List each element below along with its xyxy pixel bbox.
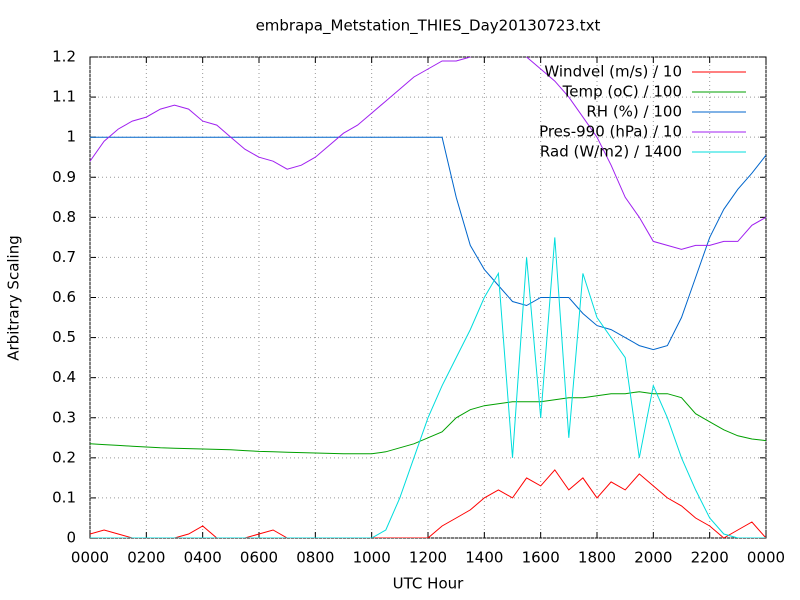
x-tick-label: 1600 [522,549,560,567]
y-tick-label: 1.1 [52,88,76,106]
x-tick-label: 0200 [127,549,165,567]
data-line [90,237,766,538]
x-tick-label: 1400 [465,549,503,567]
x-tick-label: 2200 [691,549,729,567]
legend-label: Rad (W/m2) / 1400 [540,143,682,161]
y-tick-label: 0.3 [52,408,76,426]
y-tick-label: 0.7 [52,248,76,266]
data-line [90,391,766,455]
x-tick-label: 2000 [634,549,672,567]
legend-label: Pres-990 (hPa) / 10 [539,123,682,141]
y-tick-label: 0.5 [52,328,76,346]
legend-label: Temp (oC) / 100 [562,83,682,101]
x-tick-label: 0000 [747,549,785,567]
y-tick-label: 0.2 [52,448,76,466]
y-tick-label: 0 [66,529,76,547]
x-tick-label: 1200 [409,549,447,567]
legend-label: Windvel (m/s) / 10 [544,63,682,81]
x-tick-label: 0800 [296,549,334,567]
data-line [90,469,766,538]
y-tick-label: 0.1 [52,488,76,506]
y-tick-label: 1.2 [52,48,76,66]
y-axis-label: Arbitrary Scaling [5,235,23,361]
x-tick-label: 1800 [578,549,616,567]
data-line [90,136,766,351]
y-tick-label: 0.8 [52,208,76,226]
x-tick-label: 0600 [240,549,278,567]
plot-lines [90,57,766,538]
y-tick-label: 0.6 [52,288,76,306]
data-line [90,57,766,250]
y-tick-label: 0.9 [52,168,76,186]
y-tick-label: 1 [66,128,76,146]
legend-label: RH (%) / 100 [586,103,682,121]
x-tick-label: 0400 [184,549,222,567]
chart-title: embrapa_Metstation_THIES_Day20130723.txt [256,17,601,36]
x-tick-label: 1000 [353,549,391,567]
y-tick-label: 0.4 [52,368,76,386]
x-tick-label: 0000 [71,549,109,567]
x-axis-label: UTC Hour [393,575,464,593]
